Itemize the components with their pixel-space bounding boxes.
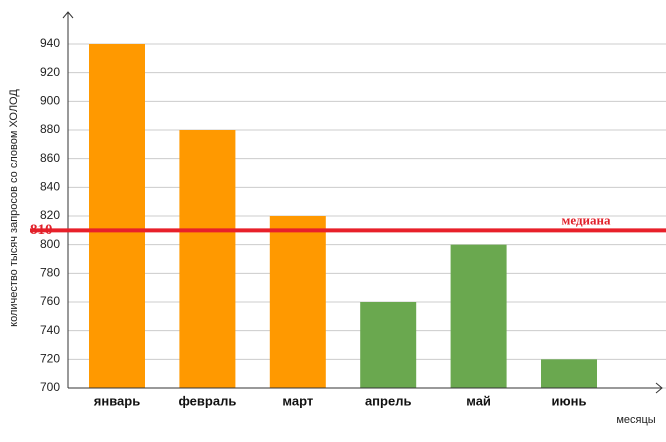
x-tick-label: январь bbox=[94, 393, 140, 408]
y-tick-label: 880 bbox=[40, 122, 60, 136]
bar bbox=[269, 216, 326, 388]
x-tick-label: май bbox=[466, 393, 491, 408]
y-tick-label: 780 bbox=[40, 266, 60, 280]
y-tick-label: 900 bbox=[40, 94, 60, 108]
y-axis-label: количество тысяч запросов со словом ХОЛО… bbox=[8, 89, 20, 327]
y-tick-label: 920 bbox=[40, 65, 60, 79]
y-axis-arrow bbox=[62, 11, 74, 19]
y-tick-label: 800 bbox=[40, 237, 60, 251]
x-tick-label: март bbox=[282, 393, 313, 408]
y-tick-label: 940 bbox=[40, 36, 60, 50]
y-tick-label: 720 bbox=[40, 352, 60, 366]
x-tick-label: февраль bbox=[178, 393, 236, 408]
median-label: медиана bbox=[561, 212, 611, 227]
y-tick-label: 840 bbox=[40, 180, 60, 194]
x-tick-label: апрель bbox=[365, 393, 412, 408]
bars bbox=[89, 44, 597, 388]
x-axis-arrow bbox=[655, 382, 663, 394]
bar bbox=[541, 359, 597, 388]
y-tick-label: 860 bbox=[40, 151, 60, 165]
median-value: 810 bbox=[30, 222, 53, 238]
bar bbox=[89, 44, 145, 388]
bar bbox=[360, 302, 417, 388]
axes bbox=[62, 11, 663, 394]
x-axis-label: месяцы bbox=[616, 414, 655, 426]
bar bbox=[450, 244, 507, 388]
bar bbox=[179, 130, 236, 388]
y-tick-label: 820 bbox=[40, 208, 60, 222]
y-tick-label: 760 bbox=[40, 294, 60, 308]
y-tick-label: 740 bbox=[40, 323, 60, 337]
y-tick-label: 700 bbox=[40, 380, 60, 394]
x-tick-label: июнь bbox=[552, 393, 587, 408]
overlay: 810 медиана bbox=[30, 212, 666, 238]
